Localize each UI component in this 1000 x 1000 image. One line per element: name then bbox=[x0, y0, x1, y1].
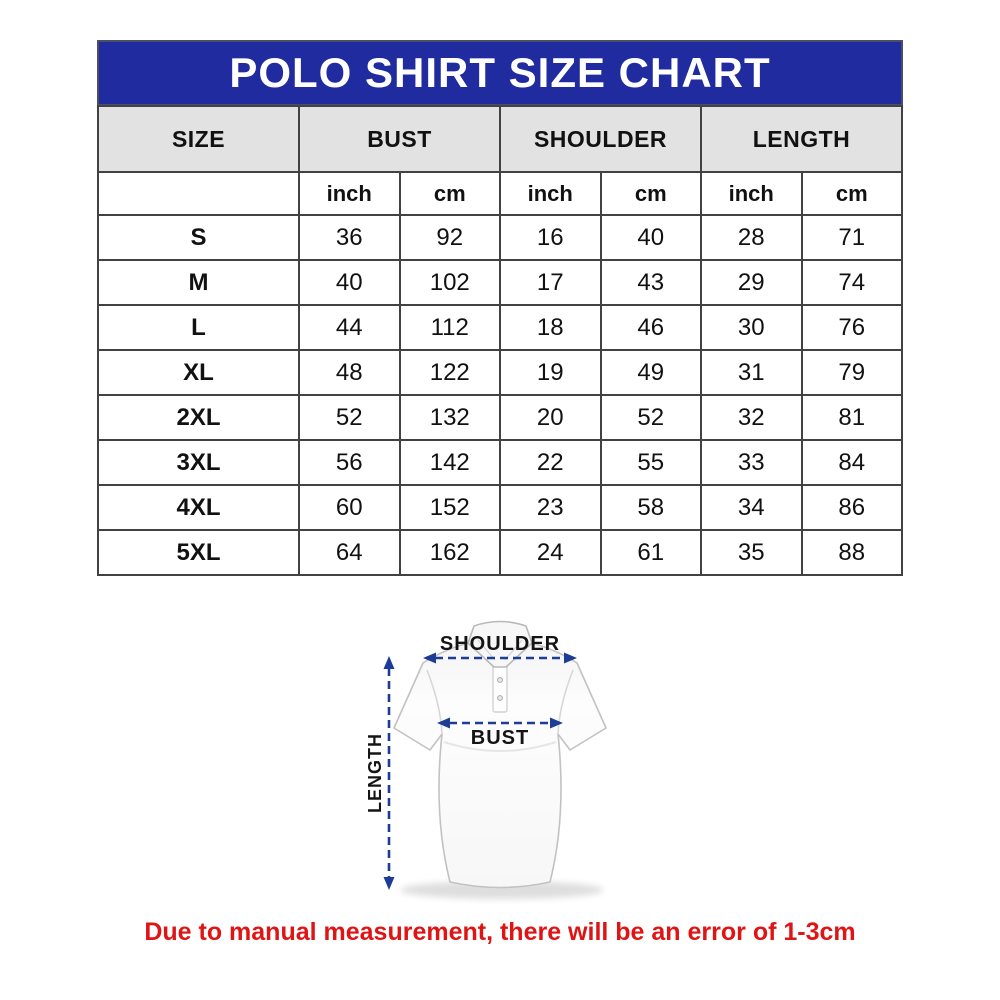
size-cell: 5XL bbox=[97, 529, 300, 576]
shoulder-label: SHOULDER bbox=[440, 633, 560, 655]
column-header-size: SIZE bbox=[97, 105, 300, 173]
unit-header: cm bbox=[800, 171, 903, 216]
polo-shirt-illustration: SHOULDER BUST LENGTH bbox=[365, 620, 607, 899]
value-cell: 44 bbox=[298, 304, 401, 351]
size-cell: 3XL bbox=[97, 439, 300, 486]
value-cell: 36 bbox=[298, 214, 401, 261]
table-row: 2XL 52 132 20 52 32 81 bbox=[97, 394, 903, 441]
value-cell: 76 bbox=[800, 304, 903, 351]
size-cell: 2XL bbox=[97, 394, 300, 441]
value-cell: 64 bbox=[298, 529, 401, 576]
value-cell: 88 bbox=[800, 529, 903, 576]
value-cell: 24 bbox=[499, 529, 602, 576]
unit-header-row: inch cm inch cm inch cm bbox=[97, 171, 903, 216]
polo-shirt-icon bbox=[393, 620, 607, 889]
length-label: LENGTH bbox=[365, 733, 385, 813]
size-cell: XL bbox=[97, 349, 300, 396]
column-header-length: LENGTH bbox=[700, 105, 903, 173]
value-cell: 32 bbox=[700, 394, 803, 441]
value-cell: 152 bbox=[398, 484, 501, 531]
value-cell: 84 bbox=[800, 439, 903, 486]
value-cell: 162 bbox=[398, 529, 501, 576]
value-cell: 81 bbox=[800, 394, 903, 441]
unit-header: inch bbox=[700, 171, 803, 216]
value-cell: 52 bbox=[298, 394, 401, 441]
size-cell: L bbox=[97, 304, 300, 351]
size-chart-table: SIZE BUST SHOULDER LENGTH inch cm inch c… bbox=[97, 105, 903, 576]
value-cell: 132 bbox=[398, 394, 501, 441]
table-row: L 44 112 18 46 30 76 bbox=[97, 304, 903, 351]
value-cell: 22 bbox=[499, 439, 602, 486]
size-chart: POLO SHIRT SIZE CHART SIZE BUST SHOULDER… bbox=[97, 40, 903, 576]
value-cell: 34 bbox=[700, 484, 803, 531]
chart-title: POLO SHIRT SIZE CHART bbox=[229, 49, 771, 96]
value-cell: 79 bbox=[800, 349, 903, 396]
unit-header: cm bbox=[599, 171, 702, 216]
value-cell: 48 bbox=[298, 349, 401, 396]
value-cell: 58 bbox=[599, 484, 702, 531]
value-cell: 71 bbox=[800, 214, 903, 261]
size-cell: 4XL bbox=[97, 484, 300, 531]
category-header-row: SIZE BUST SHOULDER LENGTH bbox=[97, 105, 903, 173]
table-row: 4XL 60 152 23 58 34 86 bbox=[97, 484, 903, 531]
unit-header: inch bbox=[499, 171, 602, 216]
value-cell: 23 bbox=[499, 484, 602, 531]
value-cell: 16 bbox=[499, 214, 602, 261]
value-cell: 17 bbox=[499, 259, 602, 306]
column-header-shoulder: SHOULDER bbox=[499, 105, 702, 173]
value-cell: 102 bbox=[398, 259, 501, 306]
value-cell: 55 bbox=[599, 439, 702, 486]
value-cell: 40 bbox=[298, 259, 401, 306]
measurement-diagram: SHOULDER BUST LENGTH bbox=[330, 610, 670, 910]
value-cell: 92 bbox=[398, 214, 501, 261]
size-cell: S bbox=[97, 214, 300, 261]
value-cell: 43 bbox=[599, 259, 702, 306]
value-cell: 74 bbox=[800, 259, 903, 306]
size-cell: M bbox=[97, 259, 300, 306]
shirt-shadow bbox=[400, 881, 604, 899]
unit-header: cm bbox=[398, 171, 501, 216]
value-cell: 18 bbox=[499, 304, 602, 351]
shoulder-arrow bbox=[423, 652, 577, 664]
value-cell: 30 bbox=[700, 304, 803, 351]
value-cell: 49 bbox=[599, 349, 702, 396]
value-cell: 29 bbox=[700, 259, 803, 306]
value-cell: 86 bbox=[800, 484, 903, 531]
unit-header: inch bbox=[298, 171, 401, 216]
table-row: 5XL 64 162 24 61 35 88 bbox=[97, 529, 903, 576]
value-cell: 122 bbox=[398, 349, 501, 396]
value-cell: 61 bbox=[599, 529, 702, 576]
unit-header-empty bbox=[97, 171, 300, 216]
table-row: XL 48 122 19 49 31 79 bbox=[97, 349, 903, 396]
value-cell: 35 bbox=[700, 529, 803, 576]
column-header-bust: BUST bbox=[298, 105, 501, 173]
value-cell: 112 bbox=[398, 304, 501, 351]
value-cell: 142 bbox=[398, 439, 501, 486]
bust-arrow bbox=[437, 717, 563, 729]
chart-title-banner: POLO SHIRT SIZE CHART bbox=[97, 40, 903, 106]
bust-label: BUST bbox=[471, 727, 529, 749]
length-arrow bbox=[383, 656, 395, 890]
value-cell: 20 bbox=[499, 394, 602, 441]
table-row: M 40 102 17 43 29 74 bbox=[97, 259, 903, 306]
value-cell: 31 bbox=[700, 349, 803, 396]
value-cell: 60 bbox=[298, 484, 401, 531]
value-cell: 19 bbox=[499, 349, 602, 396]
value-cell: 52 bbox=[599, 394, 702, 441]
value-cell: 40 bbox=[599, 214, 702, 261]
table-row: 3XL 56 142 22 55 33 84 bbox=[97, 439, 903, 486]
value-cell: 33 bbox=[700, 439, 803, 486]
value-cell: 46 bbox=[599, 304, 702, 351]
value-cell: 28 bbox=[700, 214, 803, 261]
value-cell: 56 bbox=[298, 439, 401, 486]
table-row: S 36 92 16 40 28 71 bbox=[97, 214, 903, 261]
measurement-note: Due to manual measurement, there will be… bbox=[144, 918, 856, 946]
